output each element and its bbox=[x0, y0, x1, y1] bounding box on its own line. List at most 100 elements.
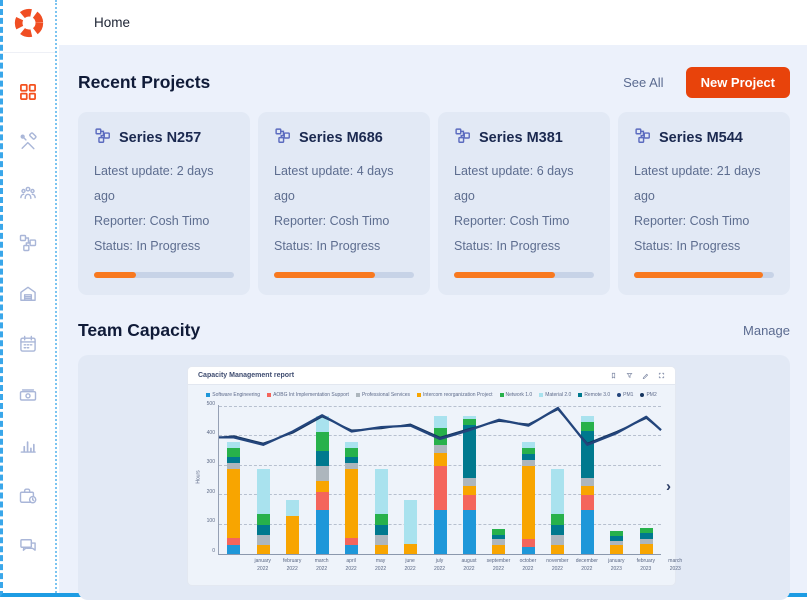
legend-swatch bbox=[267, 393, 272, 397]
bar-segment bbox=[462, 495, 476, 510]
sidebar-item-tools[interactable] bbox=[18, 132, 40, 154]
project-card-title: Series M686 bbox=[299, 129, 383, 146]
legend-label: AOBG Int Implementation Support bbox=[273, 392, 349, 398]
card-title-row: Series M381 bbox=[454, 127, 594, 148]
bar-segment bbox=[256, 514, 270, 525]
dashboard-icon bbox=[18, 82, 40, 102]
chart-title: Capacity Management report bbox=[198, 372, 295, 379]
calendar-icon bbox=[18, 334, 40, 354]
legend-label: Professional Services bbox=[361, 392, 411, 398]
bar-segment bbox=[521, 465, 535, 540]
bar-segment bbox=[345, 468, 359, 538]
bar-january-2023 bbox=[580, 415, 594, 554]
card-meta-line: Latest update: 6 days ago bbox=[454, 164, 574, 203]
legend-item[interactable]: PM1 bbox=[617, 392, 633, 398]
legend-item[interactable]: Intercom reorganization Project bbox=[417, 392, 493, 398]
x-tick-label: february 2023 bbox=[636, 558, 655, 572]
x-tick-label: march 2023 bbox=[668, 558, 683, 572]
x-tick-label: july 2022 bbox=[433, 558, 446, 572]
content: Recent Projects See All New Project Seri… bbox=[59, 45, 807, 600]
project-card[interactable]: Series M381 Latest update: 6 days ago Repo… bbox=[438, 112, 610, 295]
topbar: Home bbox=[59, 0, 807, 45]
bar-segment bbox=[345, 448, 359, 458]
bar-segment bbox=[521, 448, 535, 455]
app-logo-icon[interactable] bbox=[12, 6, 46, 45]
recent-projects-header: Recent Projects See All New Project bbox=[78, 65, 790, 99]
card-meta-line: Reporter: Cosh Timo bbox=[274, 214, 390, 228]
project-cards: Series N257 Latest update: 2 days ago Repo… bbox=[78, 112, 790, 295]
sidebar-nav bbox=[3, 53, 55, 587]
edit-icon[interactable] bbox=[642, 372, 649, 379]
x-tick-label: april 2022 bbox=[345, 558, 357, 572]
project-card[interactable]: Series M686 Latest update: 4 days ago Repo… bbox=[258, 112, 430, 295]
manage-link[interactable]: Manage bbox=[743, 322, 790, 338]
bar-segment bbox=[462, 486, 476, 496]
project-card[interactable]: Series M544 Latest update: 21 days ago Rep… bbox=[618, 112, 790, 295]
sidebar-item-dashboard[interactable] bbox=[18, 82, 40, 104]
card-meta-line: Latest update: 2 days ago bbox=[94, 164, 214, 203]
sidebar-item-team[interactable] bbox=[18, 183, 40, 205]
bar-segment bbox=[345, 537, 359, 546]
progress-bar bbox=[94, 272, 234, 278]
sidebar-item-portfolio[interactable] bbox=[18, 486, 40, 508]
legend-item[interactable]: Material 2.0 bbox=[539, 392, 571, 398]
legend-label: Remote 3.0 bbox=[584, 392, 611, 398]
recent-projects-actions: See All New Project bbox=[623, 66, 790, 98]
sidebar-item-reports[interactable] bbox=[18, 435, 40, 457]
new-project-button[interactable]: New Project bbox=[685, 66, 790, 98]
y-tick-label: 500 bbox=[206, 400, 215, 407]
sidebar-item-messages[interactable] bbox=[18, 536, 40, 558]
bar-segment bbox=[374, 524, 388, 535]
team-capacity-card: Capacity Management report Software Engi… bbox=[78, 355, 790, 600]
bar-april-2022 bbox=[315, 415, 329, 554]
bar-february-2022 bbox=[256, 468, 270, 554]
legend-label: Material 2.0 bbox=[545, 392, 572, 398]
project-card-meta: Latest update: 4 days ago Reporter: Cosh … bbox=[274, 159, 414, 259]
expand-icon[interactable] bbox=[658, 372, 665, 379]
bar-segment bbox=[227, 537, 241, 546]
sidebar-item-home[interactable] bbox=[18, 284, 40, 306]
legend-item[interactable]: Network 1.0 bbox=[499, 392, 532, 398]
sidebar-item-payments[interactable] bbox=[18, 385, 40, 407]
bar-segment bbox=[521, 454, 535, 460]
bar-september-2022 bbox=[462, 415, 476, 554]
bar-segment bbox=[433, 509, 447, 554]
bar-june-2022 bbox=[374, 468, 388, 554]
bar-segment bbox=[227, 457, 241, 463]
recent-projects-title: Recent Projects bbox=[78, 71, 211, 92]
sidebar-item-calendar[interactable] bbox=[18, 334, 40, 356]
legend-item[interactable]: Professional Services bbox=[355, 392, 411, 398]
project-card[interactable]: Series N257 Latest update: 2 days ago Repo… bbox=[78, 112, 250, 295]
bar-segment bbox=[374, 514, 388, 525]
y-tick-label: 400 bbox=[206, 429, 215, 436]
legend-item[interactable]: Remote 3.0 bbox=[578, 392, 610, 398]
legend-label: PM1 bbox=[623, 392, 634, 398]
bar-segment bbox=[580, 509, 594, 554]
bar-segment bbox=[433, 427, 447, 446]
chart-next-icon[interactable]: › bbox=[666, 478, 671, 495]
bookmark-icon[interactable] bbox=[610, 372, 617, 379]
sidebar-item-projects[interactable] bbox=[18, 233, 40, 255]
chart-toolbar bbox=[610, 372, 665, 379]
card-title-row: Series M686 bbox=[274, 127, 414, 148]
bar-segment bbox=[521, 539, 535, 547]
bar-segment bbox=[551, 514, 565, 525]
sidebar bbox=[3, 0, 57, 593]
legend-item[interactable]: PM2 bbox=[640, 392, 657, 398]
bar-segment bbox=[639, 543, 653, 554]
project-card-meta: Latest update: 2 days ago Reporter: Cosh … bbox=[94, 159, 234, 259]
bar-segment bbox=[227, 545, 241, 554]
bar-segment bbox=[610, 545, 624, 554]
bar-segment bbox=[315, 480, 329, 493]
legend-label: Software Engineering bbox=[212, 392, 261, 398]
bar-segment bbox=[315, 451, 329, 466]
card-meta-line: Reporter: Cosh Timo bbox=[454, 214, 570, 228]
bar-may-2022 bbox=[345, 442, 359, 554]
y-tick-label: 0 bbox=[212, 547, 215, 554]
see-all-link[interactable]: See All bbox=[623, 74, 664, 90]
legend-item[interactable]: Software Engineering bbox=[206, 392, 260, 398]
legend-item[interactable]: AOBG Int Implementation Support bbox=[267, 392, 349, 398]
filter-icon[interactable] bbox=[626, 372, 633, 379]
bar-segment bbox=[227, 462, 241, 469]
